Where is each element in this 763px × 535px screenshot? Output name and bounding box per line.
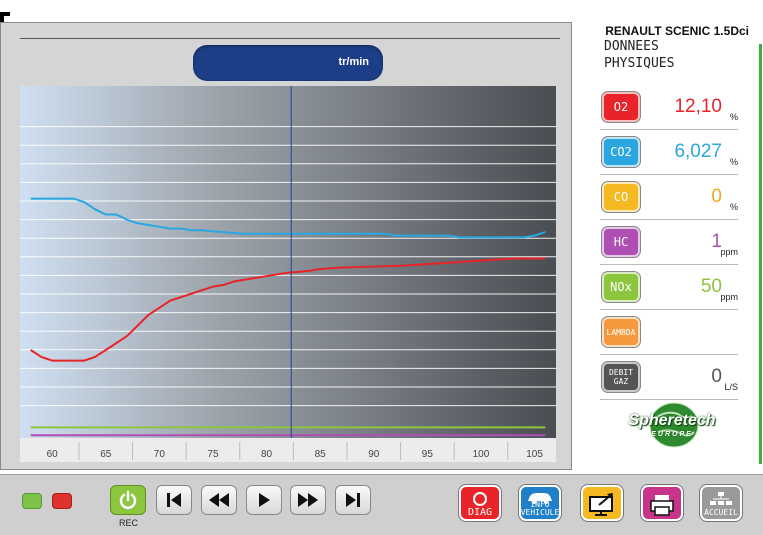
vehicle-title: RENAULT SCENIC 1.5Dci bbox=[605, 24, 749, 38]
measure-unit: % bbox=[729, 157, 738, 167]
screen-arrow-icon bbox=[589, 493, 613, 516]
rewind-icon bbox=[209, 493, 229, 507]
row-divider bbox=[600, 399, 738, 400]
row-divider bbox=[600, 309, 738, 310]
series-line-co2 bbox=[30, 197, 546, 239]
panel-title: DONNEES PHYSIQUES bbox=[604, 38, 674, 72]
printer-icon bbox=[650, 495, 674, 516]
logo-text: Spheretech bbox=[628, 412, 716, 429]
measure-row: CO 0% bbox=[600, 178, 740, 220]
network-icon bbox=[710, 492, 732, 505]
logo-subtext: EUROPE bbox=[651, 431, 693, 438]
row-divider bbox=[600, 219, 738, 220]
x-tick-label: 100 bbox=[473, 449, 490, 460]
x-tick-label: 60 bbox=[47, 449, 59, 460]
gas-badge[interactable]: HC bbox=[602, 227, 640, 257]
measure-unit: % bbox=[729, 112, 738, 122]
accueil-button[interactable]: ACCUEIL bbox=[700, 485, 742, 521]
info-vehicule-button[interactable]: INFO VEHICULE bbox=[519, 485, 561, 521]
rpm-display: tr/min bbox=[193, 45, 383, 81]
measure-value: 6,027 bbox=[674, 141, 722, 162]
skip-end-icon bbox=[346, 493, 360, 507]
globe-icon bbox=[649, 402, 699, 448]
print-button[interactable] bbox=[641, 485, 683, 521]
first-button[interactable] bbox=[156, 485, 192, 515]
panel-title-line2: PHYSIQUES bbox=[604, 56, 675, 71]
series-line-o2 bbox=[30, 257, 546, 362]
power-icon bbox=[119, 490, 137, 509]
x-tick-label: 105 bbox=[526, 449, 543, 460]
rpm-unit: tr/min bbox=[338, 56, 369, 68]
panel-title-line1: DONNEES bbox=[604, 39, 659, 54]
play-button[interactable] bbox=[246, 485, 282, 515]
gas-badge[interactable]: NOx bbox=[602, 272, 640, 302]
measure-unit: L/S bbox=[724, 382, 738, 392]
status-led-red bbox=[52, 493, 72, 509]
accent-bar bbox=[759, 44, 762, 464]
gas-chart-svg[interactable]: 60 65 70 75 80 85 90 95 100 105 bbox=[20, 86, 556, 462]
measure-row: HC 1 ppm bbox=[600, 223, 740, 265]
accueil-label: ACCUEIL bbox=[704, 508, 738, 517]
gas-badge[interactable]: CO bbox=[602, 182, 640, 212]
rewind-button[interactable] bbox=[201, 485, 237, 515]
measure-value: 1 bbox=[711, 231, 722, 252]
gas-chart[interactable]: 60 65 70 75 80 85 90 95 100 105 bbox=[20, 86, 556, 462]
screenshot-button[interactable] bbox=[581, 485, 623, 521]
play-icon bbox=[259, 493, 270, 507]
gas-badge[interactable]: DEBIT GAZ bbox=[602, 362, 640, 392]
diag-icon bbox=[473, 492, 487, 506]
title-divider bbox=[20, 38, 560, 39]
x-tick-label: 75 bbox=[207, 449, 219, 460]
physical-data-panel: DONNEES PHYSIQUES O2 12,10% CO2 6,027% CO 0% H… bbox=[582, 0, 763, 470]
measure-row: NOx 50 ppm bbox=[600, 268, 740, 310]
status-led-green bbox=[22, 493, 42, 509]
measure-unit: % bbox=[729, 202, 738, 212]
info-label-2: VEHICULE bbox=[520, 508, 560, 517]
row-divider bbox=[600, 264, 738, 265]
measure-unit: ppm bbox=[720, 247, 738, 257]
bottom-toolbar: REC DIAG INFO VEHICULE ACCUEIL bbox=[0, 474, 763, 535]
measure-value: 50 bbox=[700, 276, 722, 297]
measure-value: 0 bbox=[711, 366, 722, 387]
measure-value: 12,10 bbox=[674, 96, 722, 117]
x-tick-label: 90 bbox=[368, 449, 380, 460]
spheretech-logo: Spheretech EUROPE bbox=[622, 400, 722, 450]
x-axis-band bbox=[20, 438, 556, 462]
fast-forward-button[interactable] bbox=[290, 485, 326, 515]
last-button[interactable] bbox=[335, 485, 371, 515]
x-tick-label: 65 bbox=[100, 449, 112, 460]
fast-forward-icon bbox=[298, 493, 318, 507]
row-divider bbox=[600, 354, 738, 355]
x-tick-label: 70 bbox=[154, 449, 166, 460]
measure-row: DEBIT GAZ 0 L/S bbox=[600, 358, 740, 400]
measure-row: CO2 6,027% bbox=[600, 133, 740, 175]
rec-button[interactable] bbox=[110, 485, 146, 515]
x-tick-label: 95 bbox=[422, 449, 434, 460]
top-frame bbox=[0, 0, 572, 28]
car-icon bbox=[528, 493, 552, 504]
measure-unit: ppm bbox=[720, 292, 738, 302]
info-label-1: INFO bbox=[530, 500, 550, 509]
rec-label: REC bbox=[119, 518, 139, 528]
measure-row: LAMBDA bbox=[600, 313, 740, 355]
diag-label: DIAG bbox=[467, 507, 493, 518]
skip-start-icon bbox=[167, 493, 181, 507]
row-divider bbox=[600, 129, 738, 130]
measure-value: 0 bbox=[711, 186, 722, 207]
row-divider bbox=[600, 174, 738, 175]
x-tick-label: 85 bbox=[315, 449, 327, 460]
gas-badge[interactable]: O2 bbox=[602, 92, 640, 122]
gas-badge[interactable]: LAMBDA bbox=[602, 317, 640, 347]
x-tick-label: 80 bbox=[261, 449, 273, 460]
gas-badge[interactable]: CO2 bbox=[602, 137, 640, 167]
measure-row: O2 12,10% bbox=[600, 88, 740, 130]
chart-background bbox=[20, 86, 556, 438]
diag-button[interactable]: DIAG bbox=[459, 485, 501, 521]
